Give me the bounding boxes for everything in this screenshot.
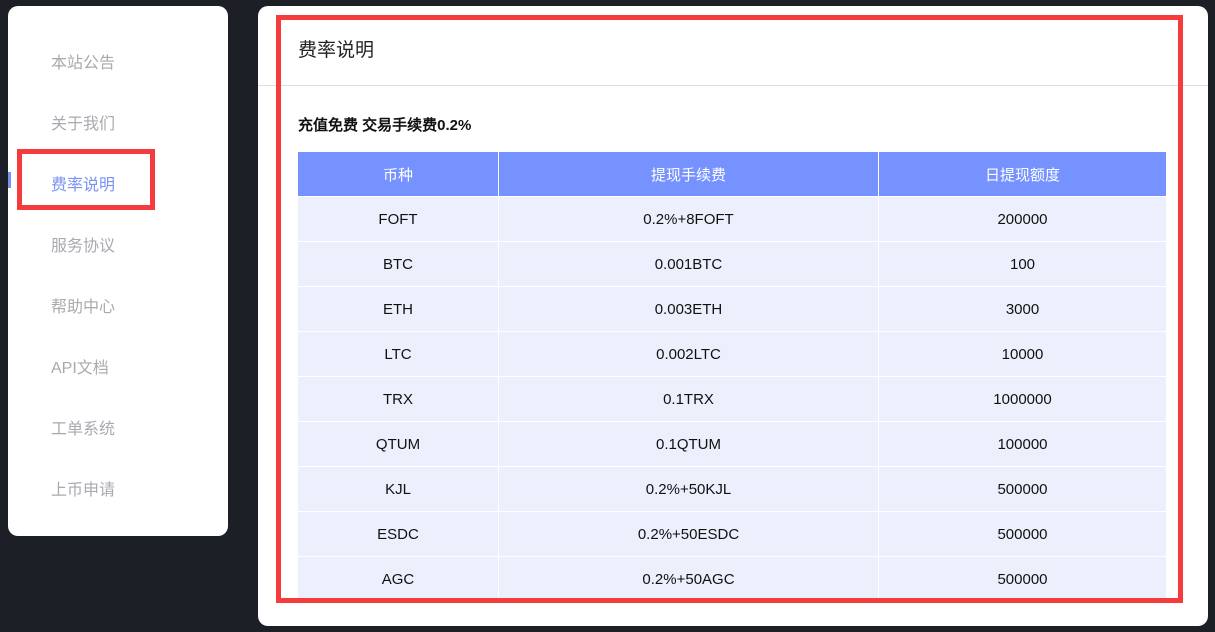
withdraw-fee-cell: 0.2%+8FOFT bbox=[498, 196, 879, 242]
withdraw-fee-cell: 0.001BTC bbox=[498, 241, 879, 287]
withdraw-fee-cell: 0.1TRX bbox=[498, 376, 879, 422]
sidebar-item-5[interactable]: 帮助中心 bbox=[51, 299, 116, 316]
page-title: 费率说明 bbox=[298, 40, 375, 61]
withdraw-fee-cell: 0.1QTUM bbox=[498, 421, 879, 467]
daily-limit-cell: 500000 bbox=[878, 466, 1167, 512]
daily-limit-cell: 1000000 bbox=[878, 376, 1167, 422]
panel-header bbox=[258, 6, 1208, 86]
withdraw-fee-cell: 0.002LTC bbox=[498, 331, 879, 377]
withdraw-fee-cell: 0.2%+50KJL bbox=[498, 466, 879, 512]
coin-cell: BTC bbox=[298, 241, 499, 287]
coin-cell: FOFT bbox=[298, 196, 499, 242]
sidebar-item-2[interactable]: 关于我们 bbox=[51, 116, 116, 133]
table-row: ESDC 0.2%+50ESDC 500000 bbox=[298, 511, 1167, 557]
coin-cell: QTUM bbox=[298, 421, 499, 467]
daily-limit-cell: 200000 bbox=[878, 196, 1167, 242]
table-row: BTC 0.001BTC 100 bbox=[298, 241, 1167, 287]
fee-table: 币种 提现手续费 日提现额度 FOFT 0.2%+8FOFT 200000 BTC 0.… bbox=[298, 152, 1167, 601]
table-row: ETH 0.003ETH 3000 bbox=[298, 286, 1167, 332]
daily-limit-cell: 100 bbox=[878, 241, 1167, 287]
main-panel: 费率说明 充值免费 交易手续费0.2% 币种 提现手续费 日提现额度 FOFT 0… bbox=[258, 6, 1208, 626]
withdraw-fee-cell: 0.003ETH bbox=[498, 286, 879, 332]
column-header-withdraw-fee: 提现手续费 bbox=[498, 152, 879, 197]
sidebar-item-1[interactable]: 本站公告 bbox=[51, 55, 116, 72]
coin-cell: AGC bbox=[298, 556, 499, 601]
table-row: TRX 0.1TRX 1000000 bbox=[298, 376, 1167, 422]
table-row: KJL 0.2%+50KJL 500000 bbox=[298, 466, 1167, 512]
daily-limit-cell: 3000 bbox=[878, 286, 1167, 332]
column-header-daily-limit: 日提现额度 bbox=[878, 152, 1167, 197]
coin-cell: TRX bbox=[298, 376, 499, 422]
coin-cell: ETH bbox=[298, 286, 499, 332]
active-indicator bbox=[8, 172, 11, 188]
daily-limit-cell: 10000 bbox=[878, 331, 1167, 377]
column-header-coin: 币种 bbox=[298, 152, 499, 197]
withdraw-fee-cell: 0.2%+50AGC bbox=[498, 556, 879, 601]
daily-limit-cell: 100000 bbox=[878, 421, 1167, 467]
sidebar-item-8[interactable]: 上币申请 bbox=[51, 482, 116, 499]
daily-limit-cell: 500000 bbox=[878, 556, 1167, 601]
table-row: QTUM 0.1QTUM 100000 bbox=[298, 421, 1167, 467]
coin-cell: LTC bbox=[298, 331, 499, 377]
coin-cell: KJL bbox=[298, 466, 499, 512]
table-row: LTC 0.002LTC 10000 bbox=[298, 331, 1167, 377]
coin-cell: ESDC bbox=[298, 511, 499, 557]
sidebar: 本站公告关于我们费率说明服务协议帮助中心 API文档工单系统上币申请 bbox=[8, 6, 228, 536]
sidebar-item-3[interactable]: 费率说明 bbox=[51, 177, 116, 194]
table-row: AGC 0.2%+50AGC 500000 bbox=[298, 556, 1167, 601]
fee-summary: 充值免费 交易手续费0.2% bbox=[298, 117, 472, 134]
daily-limit-cell: 500000 bbox=[878, 511, 1167, 557]
sidebar-item-6[interactable]: API文档 bbox=[51, 360, 109, 377]
table-row: FOFT 0.2%+8FOFT 200000 bbox=[298, 196, 1167, 242]
sidebar-item-7[interactable]: 工单系统 bbox=[51, 421, 116, 438]
sidebar-item-4[interactable]: 服务协议 bbox=[51, 238, 116, 255]
withdraw-fee-cell: 0.2%+50ESDC bbox=[498, 511, 879, 557]
